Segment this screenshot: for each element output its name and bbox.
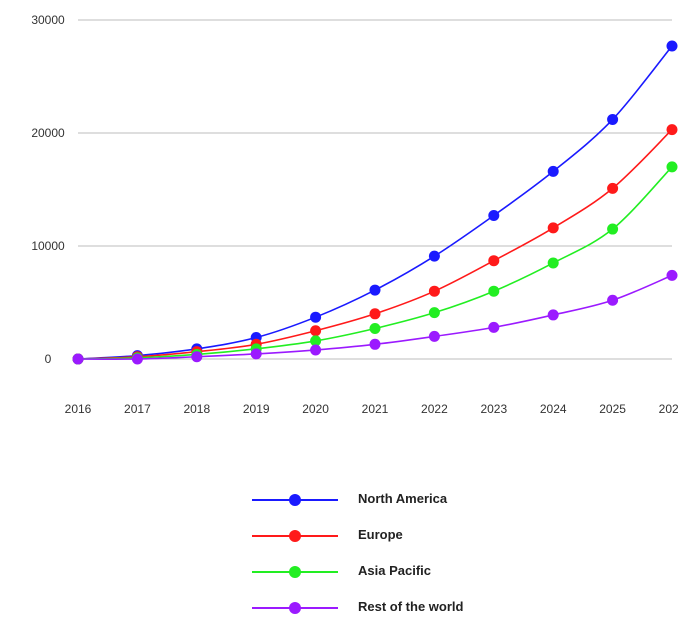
data-point xyxy=(547,222,559,234)
data-point xyxy=(666,40,678,52)
legend-label: Rest of the world xyxy=(358,599,464,614)
data-point xyxy=(250,348,262,360)
x-tick-label: 2017 xyxy=(124,402,151,416)
y-axis-ticks: 0 10000 20000 30000 xyxy=(31,13,65,366)
legend: North America Europe Asia Pacific Rest of t… xyxy=(252,486,552,630)
data-point xyxy=(607,223,619,235)
legend-item: Rest of the world xyxy=(252,594,552,630)
data-point xyxy=(310,311,322,323)
data-point xyxy=(607,294,619,306)
y-tick-label: 10000 xyxy=(31,239,65,253)
x-tick-label: 2026 xyxy=(659,402,678,416)
data-point xyxy=(488,255,500,267)
data-point xyxy=(310,325,322,337)
y-tick-label: 20000 xyxy=(31,126,65,140)
data-point xyxy=(547,257,559,269)
data-point xyxy=(310,344,322,356)
data-point xyxy=(191,351,203,363)
grid-lines xyxy=(78,19,672,360)
data-point xyxy=(369,284,381,296)
data-point xyxy=(369,308,381,320)
legend-swatch-dot xyxy=(289,530,301,542)
data-point xyxy=(131,353,143,365)
data-point xyxy=(547,165,559,177)
series-3 xyxy=(72,161,678,365)
data-point xyxy=(310,335,322,347)
x-tick-label: 2018 xyxy=(183,402,210,416)
data-point xyxy=(488,285,500,297)
data-point xyxy=(488,321,500,333)
legend-label: Europe xyxy=(358,527,403,542)
x-tick-label: 2024 xyxy=(540,402,567,416)
line-chart: 0 10000 20000 30000 2016 2017 2018 2019 2020 202… xyxy=(31,13,678,416)
series-line xyxy=(77,45,673,360)
legend-swatch-dot xyxy=(289,494,301,506)
data-point xyxy=(428,285,440,297)
legend-item: Europe xyxy=(252,522,552,558)
data-point xyxy=(666,161,678,173)
data-point xyxy=(428,330,440,342)
data-point xyxy=(607,113,619,125)
data-point xyxy=(666,269,678,281)
data-point xyxy=(666,124,678,136)
x-tick-label: 2022 xyxy=(421,402,448,416)
legend-label: North America xyxy=(358,491,448,506)
x-tick-label: 2020 xyxy=(302,402,329,416)
x-tick-label: 2021 xyxy=(362,402,389,416)
data-point xyxy=(369,338,381,350)
data-point xyxy=(607,182,619,194)
legend-item: Asia Pacific xyxy=(252,558,552,594)
data-point xyxy=(428,307,440,319)
legend-item: North America xyxy=(252,486,552,522)
data-point xyxy=(547,309,559,321)
data-point xyxy=(369,322,381,334)
x-tick-label: 2023 xyxy=(480,402,507,416)
y-tick-label: 30000 xyxy=(31,13,65,27)
y-tick-label: 0 xyxy=(45,352,52,366)
x-tick-label: 2019 xyxy=(243,402,270,416)
x-tick-label: 2025 xyxy=(599,402,626,416)
data-point xyxy=(428,250,440,262)
legend-swatch-dot xyxy=(289,602,301,614)
series-line xyxy=(77,129,673,360)
legend-swatch-dot xyxy=(289,566,301,578)
series-4 xyxy=(72,269,678,365)
x-tick-label: 2016 xyxy=(65,402,92,416)
series-line xyxy=(77,166,673,360)
series-lines xyxy=(72,40,678,365)
x-axis-ticks: 2016 2017 2018 2019 2020 2021 2022 2023 2024 2025… xyxy=(65,402,678,416)
data-point xyxy=(488,209,500,221)
legend-label: Asia Pacific xyxy=(358,563,431,578)
data-point xyxy=(72,353,84,365)
